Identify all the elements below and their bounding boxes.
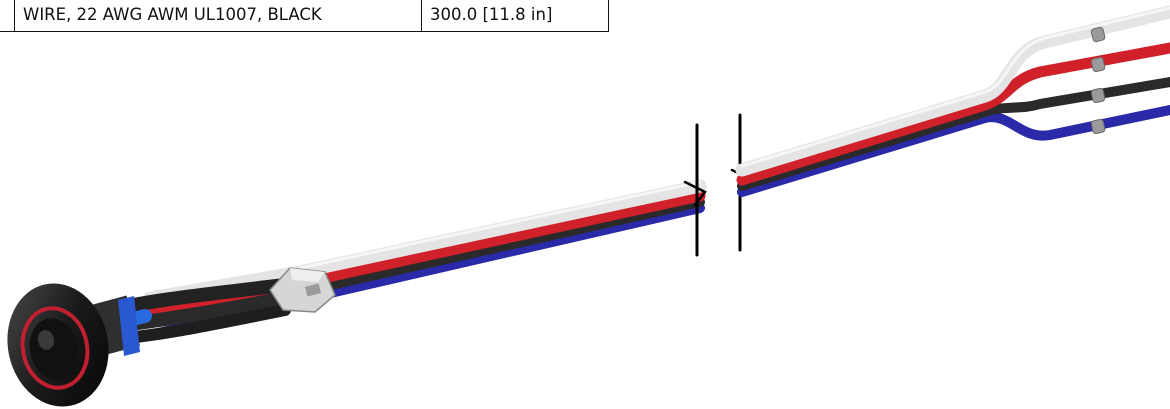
- bom-table: WIRE, 22 AWG AWM UL1007, BLACK 300.0 [11…: [0, 0, 609, 32]
- bom-length-cell: 300.0 [11.8 in]: [421, 0, 609, 32]
- panel-connector: [7, 283, 141, 407]
- wire-ferrules: [1090, 26, 1106, 135]
- bom-row: WIRE, 22 AWG AWM UL1007, BLACK 300.0 [11…: [0, 0, 609, 32]
- wire-black-right: [737, 77, 1170, 191]
- wire-red-right: [736, 42, 1170, 186]
- wire-bundle-right: [735, 5, 1170, 197]
- bom-description-cell: WIRE, 22 AWG AWM UL1007, BLACK: [14, 0, 422, 32]
- wire-white-right: [735, 5, 1170, 177]
- wire-blue-right: [737, 105, 1170, 197]
- cable-clip: [269, 267, 336, 313]
